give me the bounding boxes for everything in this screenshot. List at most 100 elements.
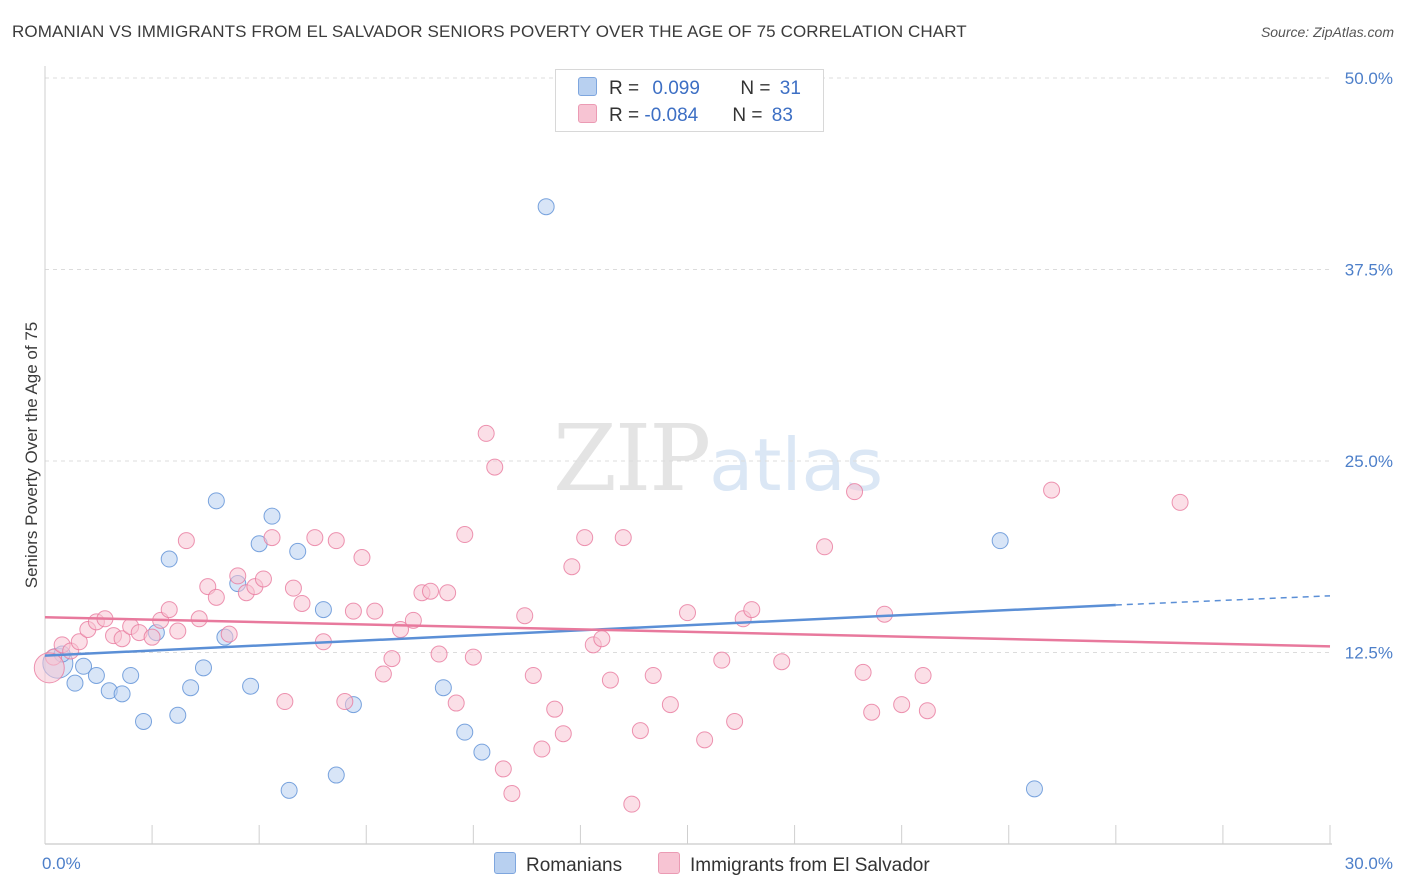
trend-line-romanians-extension [1115,595,1331,606]
legend-n-label: N = [740,78,776,99]
point-el-salvador [486,458,504,476]
point-el-salvador [254,570,272,588]
point-el-salvador [593,630,611,648]
point-romanians [1025,780,1043,798]
point-el-salvador [623,795,641,813]
point-el-salvador [229,567,247,585]
point-el-salvador [456,526,474,544]
point-el-salvador [524,666,542,684]
point-el-salvador [644,666,662,684]
series-legend: Romanians Immigrants from El Salvador [0,852,1406,878]
chart-title: ROMANIAN VS IMMIGRANTS FROM EL SALVADOR … [12,22,967,41]
point-el-salvador [207,588,225,606]
point-romanians [473,743,491,761]
point-romanians [537,198,555,216]
point-el-salvador [713,651,731,669]
point-romanians [160,550,178,568]
point-el-salvador [846,483,864,501]
legend-r-label: R = [609,105,645,126]
point-el-salvador [353,549,371,567]
point-el-salvador [113,630,131,648]
y-tick-label: 50.0% [1345,69,1393,88]
point-el-salvador [33,652,65,684]
point-el-salvador [863,703,881,721]
y-tick-label: 25.0% [1345,452,1393,471]
point-el-salvador [876,605,894,623]
x-tick-label-min: 0.0% [42,854,81,873]
point-el-salvador [447,694,465,712]
watermark-zip: ZIP [553,405,711,512]
legend-r-label: R = [609,78,645,99]
point-romanians [135,712,153,730]
point-el-salvador [327,532,345,550]
point-el-salvador [816,538,834,556]
point-el-salvador [546,700,564,718]
point-el-salvador [631,722,649,740]
point-el-salvador [143,628,161,646]
point-romanians [314,601,332,619]
point-el-salvador [601,671,619,689]
point-romanians [194,659,212,677]
legend-item-el-salvador[interactable]: Immigrants from El Salvador [658,852,930,877]
trend-lines [44,595,1331,657]
point-el-salvador [554,725,572,743]
point-romanians [327,766,345,784]
point-el-salvador [430,645,448,663]
y-axis-label: Seniors Poverty Over the Age of 75 [22,322,41,588]
point-romanians [242,677,260,695]
watermark: ZIPatlas [553,405,883,512]
point-el-salvador [276,693,294,711]
point-el-salvador [533,740,551,758]
legend-label-el-salvador: Immigrants from El Salvador [690,855,930,876]
point-el-salvador [383,650,401,668]
point-romanians [169,706,187,724]
point-el-salvador [1171,493,1189,511]
point-el-salvador [263,529,281,547]
point-el-salvador [576,529,594,547]
legend-item-romanians[interactable]: Romanians [494,852,622,877]
point-el-salvador [169,622,187,640]
point-el-salvador [439,584,457,602]
point-el-salvador [773,653,791,671]
point-el-salvador [494,760,512,778]
point-el-salvador [854,663,872,681]
axes [44,66,1332,845]
point-el-salvador [160,601,178,619]
point-romanians [280,781,298,799]
point-el-salvador [918,702,936,720]
point-el-salvador [726,712,744,730]
point-el-salvador [336,693,354,711]
point-romanians [289,542,307,560]
y-tick-label: 37.5% [1345,261,1393,280]
point-el-salvador [306,529,324,547]
point-romanians [87,666,105,684]
legend-n-label: N = [732,105,768,126]
legend-r-value: 0.099 [652,78,700,99]
point-el-salvador [366,602,384,620]
x-tick-label-max: 30.0% [1345,854,1393,873]
point-el-salvador [661,696,679,714]
legend-swatch-romanians [578,77,597,96]
point-el-salvador [914,666,932,684]
legend-row-romanians: R = 0.099 N = 31 [578,77,801,101]
tick-labels: 12.5% 25.0% 37.5% 50.0% 0.0% 30.0% [42,69,1393,873]
point-el-salvador [893,696,911,714]
point-el-salvador [696,731,714,749]
point-romanians [75,657,93,675]
grid-lines [45,77,1330,653]
point-romanians [456,723,474,741]
correlation-legend: R = 0.099 N = 31 R = -0.084 N = 83 [555,69,824,132]
y-tick-label: 12.5% [1345,644,1393,663]
point-el-salvador [503,784,521,802]
legend-swatch-romanians [494,852,516,874]
point-romanians [66,674,84,692]
point-romanians [182,679,200,697]
point-romanians [207,492,225,510]
point-el-salvador [374,665,392,683]
legend-label-romanians: Romanians [526,855,623,876]
point-el-salvador [284,579,302,597]
data-points [33,198,1189,813]
legend-n-value: 31 [779,78,801,99]
point-el-salvador [293,594,311,612]
point-el-salvador [464,648,482,666]
